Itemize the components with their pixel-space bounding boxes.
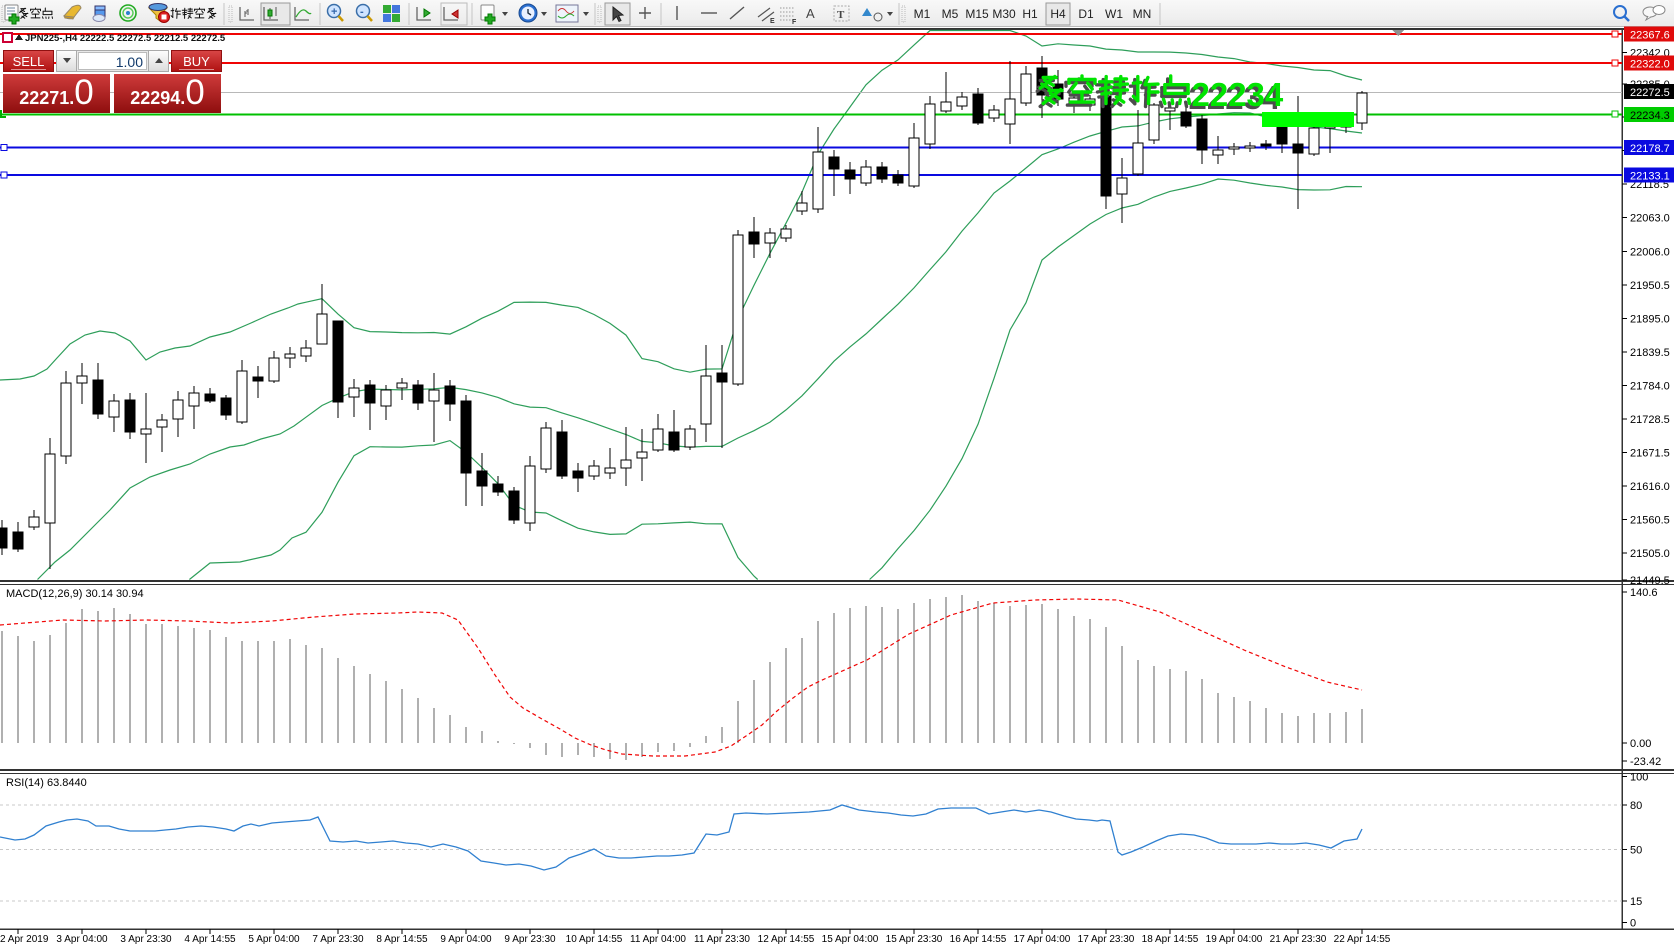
svg-text:21 Apr 23:30: 21 Apr 23:30	[1270, 934, 1327, 945]
svg-text:3 Apr 04:00: 3 Apr 04:00	[56, 934, 108, 945]
svg-text:21560.5: 21560.5	[1630, 515, 1670, 527]
svg-text:19 Apr 04:00: 19 Apr 04:00	[1206, 934, 1263, 945]
svg-text:22234: 22234	[1189, 79, 1281, 116]
svg-text:18 Apr 14:55: 18 Apr 14:55	[1142, 934, 1199, 945]
svg-text:M5: M5	[942, 7, 959, 21]
svg-text:W1: W1	[1105, 7, 1123, 21]
svg-text:5 Apr 04:00: 5 Apr 04:00	[248, 934, 300, 945]
svg-text:RSI(14) 63.8440: RSI(14) 63.8440	[6, 777, 87, 789]
svg-text:0: 0	[1630, 917, 1636, 929]
svg-text:21950.5: 21950.5	[1630, 280, 1670, 292]
svg-text:21895.0: 21895.0	[1630, 314, 1670, 326]
svg-text:16 Apr 14:55: 16 Apr 14:55	[950, 934, 1007, 945]
svg-text:22178.7: 22178.7	[1630, 143, 1670, 155]
svg-text:-: -	[360, 6, 364, 18]
svg-text:22272.5: 22272.5	[1630, 87, 1670, 99]
svg-text:21839.5: 21839.5	[1630, 347, 1670, 359]
svg-text:17 Apr 23:30: 17 Apr 23:30	[1078, 934, 1135, 945]
svg-text:140.6: 140.6	[1630, 587, 1658, 599]
svg-text:100: 100	[1630, 772, 1648, 784]
svg-text:80: 80	[1630, 800, 1642, 812]
svg-text:21616.0: 21616.0	[1630, 481, 1670, 493]
svg-text:JPN225-,H4 22222.5 22272.5 22: JPN225-,H4 22222.5 22272.5 22212.5 22272…	[25, 33, 226, 44]
svg-text:17 Apr 04:00: 17 Apr 04:00	[1014, 934, 1071, 945]
svg-text:22006.0: 22006.0	[1630, 247, 1670, 259]
svg-text:-23.42: -23.42	[1630, 756, 1661, 768]
svg-text:H4: H4	[1050, 7, 1066, 21]
svg-text:T: T	[837, 9, 845, 21]
svg-text:15 Apr 23:30: 15 Apr 23:30	[886, 934, 943, 945]
svg-text:11 Apr 04:00: 11 Apr 04:00	[630, 934, 686, 945]
svg-text:22 Apr 14:55: 22 Apr 14:55	[1334, 934, 1391, 945]
svg-text:0.00: 0.00	[1630, 738, 1651, 750]
svg-text:21784.0: 21784.0	[1630, 380, 1670, 392]
svg-text:21728.5: 21728.5	[1630, 414, 1670, 426]
svg-text:M15: M15	[965, 7, 989, 21]
svg-text:MN: MN	[1133, 7, 1152, 21]
svg-text:21449.5: 21449.5	[1630, 575, 1670, 587]
svg-text:D1: D1	[1078, 7, 1094, 21]
svg-text:H1: H1	[1022, 7, 1038, 21]
svg-text:15: 15	[1630, 896, 1642, 908]
svg-text:9 Apr 04:00: 9 Apr 04:00	[440, 934, 492, 945]
svg-text:22133.1: 22133.1	[1630, 171, 1670, 183]
svg-text:10 Apr 14:55: 10 Apr 14:55	[566, 934, 623, 945]
svg-text:3 Apr 23:30: 3 Apr 23:30	[120, 934, 172, 945]
svg-text:2 Apr 2019: 2 Apr 2019	[0, 934, 49, 945]
svg-text:M1: M1	[914, 7, 931, 21]
svg-text:E: E	[770, 18, 775, 25]
svg-text:F: F	[792, 19, 797, 26]
svg-text:8 Apr 14:55: 8 Apr 14:55	[376, 934, 428, 945]
svg-text:21671.5: 21671.5	[1630, 448, 1670, 460]
svg-text:11 Apr 23:30: 11 Apr 23:30	[694, 934, 750, 945]
svg-text:22234: 22234	[1192, 76, 1284, 113]
svg-text:MACD(12,26,9) 30.14 30.94: MACD(12,26,9) 30.14 30.94	[6, 588, 144, 600]
svg-text:M30: M30	[992, 7, 1016, 21]
svg-text:22234.3: 22234.3	[1630, 110, 1670, 122]
svg-text:22322.0: 22322.0	[1630, 59, 1670, 71]
svg-text:50: 50	[1630, 844, 1642, 856]
svg-text:15 Apr 04:00: 15 Apr 04:00	[822, 934, 879, 945]
svg-text:+: +	[331, 6, 337, 18]
svg-text:22063.0: 22063.0	[1630, 212, 1670, 224]
svg-text:9 Apr 23:30: 9 Apr 23:30	[504, 934, 556, 945]
svg-text:4 Apr 14:55: 4 Apr 14:55	[184, 934, 236, 945]
svg-text:12 Apr 14:55: 12 Apr 14:55	[758, 934, 815, 945]
svg-text:A: A	[806, 6, 815, 21]
svg-text:22367.6: 22367.6	[1630, 30, 1670, 42]
svg-text:21505.0: 21505.0	[1630, 548, 1670, 560]
svg-text:7 Apr 23:30: 7 Apr 23:30	[312, 934, 364, 945]
